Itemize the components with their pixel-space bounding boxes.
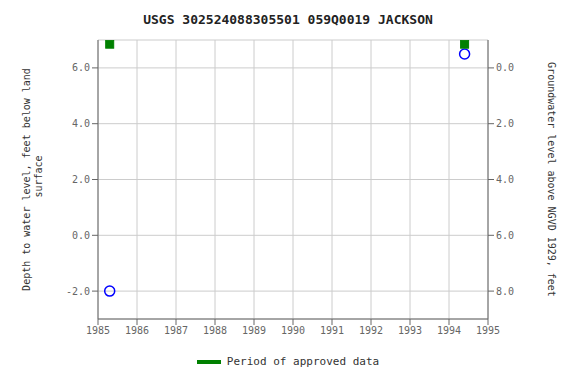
svg-text:1990: 1990	[281, 325, 305, 336]
svg-text:1991: 1991	[320, 325, 344, 336]
svg-text:0.0: 0.0	[496, 62, 514, 73]
svg-text:6.0: 6.0	[496, 230, 514, 241]
svg-text:4.0: 4.0	[72, 118, 90, 129]
svg-text:0.0: 0.0	[72, 230, 90, 241]
svg-text:Groundwater level above NGVD 1: Groundwater level above NGVD 1929, feet	[546, 62, 557, 297]
html-text:USGS 302524088305501 059Q0019: USGS 302524088305501 059Q0019 JACKSON	[143, 12, 433, 27]
svg-text:1987: 1987	[164, 325, 188, 336]
svg-text:6.0: 6.0	[72, 62, 90, 73]
svg-text:-2.0: -2.0	[66, 286, 90, 297]
html-text:Period of approved data: Period of approved data	[226, 355, 380, 368]
svg-text:4.0: 4.0	[496, 174, 514, 185]
svg-text:1995: 1995	[476, 325, 500, 336]
svg-text:1985: 1985	[86, 325, 110, 336]
svg-text:1989: 1989	[242, 325, 266, 336]
svg-text:1988: 1988	[203, 325, 227, 336]
svg-text:1994: 1994	[437, 325, 461, 336]
svg-text:1993: 1993	[398, 325, 422, 336]
svg-text:1992: 1992	[359, 325, 383, 336]
svg-text:2.0: 2.0	[72, 174, 90, 185]
svg-text:8.0: 8.0	[496, 286, 514, 297]
svg-text:2.0: 2.0	[496, 118, 514, 129]
svg-text:1986: 1986	[125, 325, 149, 336]
svg-text:Depth to water level, feet bel: Depth to water level, feet below land su…	[21, 68, 44, 291]
